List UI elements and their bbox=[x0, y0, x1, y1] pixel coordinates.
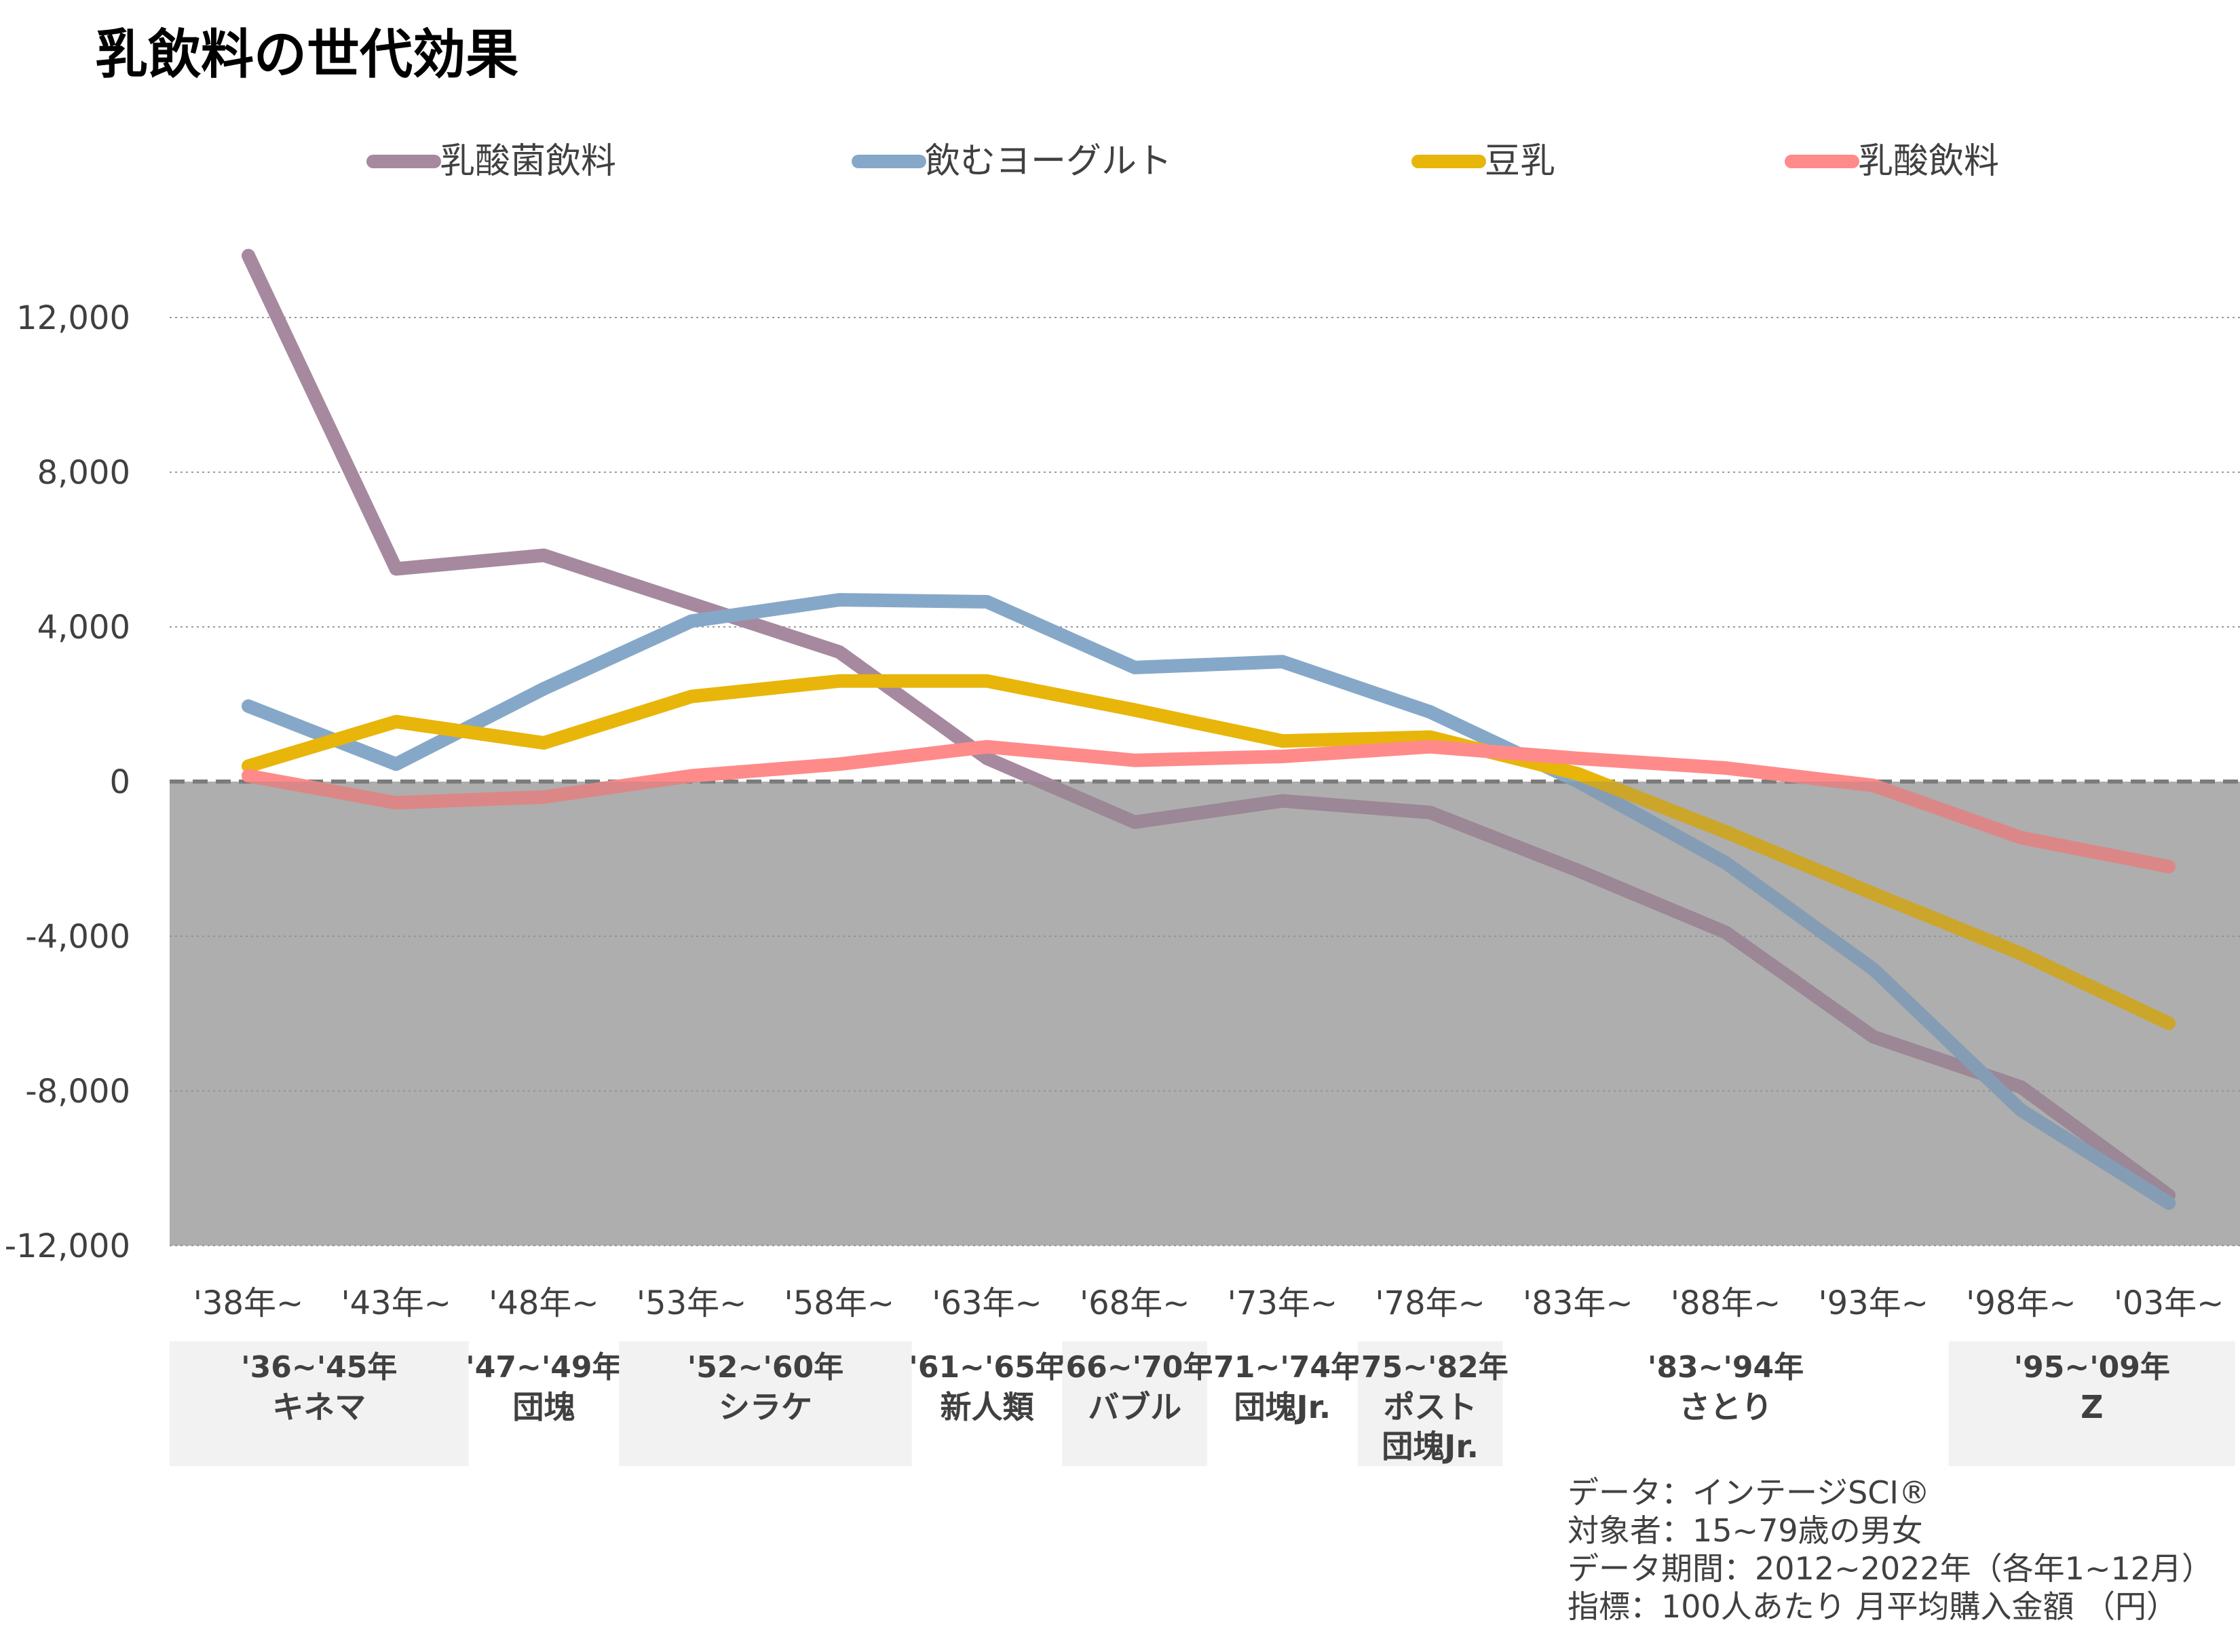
legend-label-1: 乳酸菌飲料 bbox=[440, 141, 616, 182]
generation-band-bg bbox=[1948, 1341, 2235, 1466]
y-tick-label: -4,000 bbox=[25, 918, 130, 956]
generation-name: 団塊Jr. bbox=[1382, 1428, 1479, 1465]
generation-years: '47~'49年 bbox=[466, 1350, 622, 1385]
generation-name: さとり bbox=[1679, 1389, 1772, 1425]
generation-years: '75~'82年 bbox=[1352, 1350, 1508, 1385]
negative-overlay bbox=[170, 782, 2240, 1246]
x-tick-label: '93年~ bbox=[1818, 1284, 1929, 1322]
x-tick-label: '98年~ bbox=[1966, 1284, 2076, 1322]
series-line-1 bbox=[242, 248, 2176, 1202]
generation-years: '71~'74年 bbox=[1204, 1350, 1361, 1385]
y-tick-label: -8,000 bbox=[25, 1073, 130, 1111]
legend-label-2: 飲むヨーグルト bbox=[925, 141, 1172, 182]
series-line-4 bbox=[242, 739, 2176, 874]
generation-years: '66~'70年 bbox=[1057, 1350, 1213, 1385]
x-tick-label: '53年~ bbox=[637, 1284, 747, 1322]
generation-name: 団塊Jr. bbox=[1234, 1389, 1331, 1425]
x-tick-label: '48年~ bbox=[489, 1284, 599, 1322]
series-line-2 bbox=[242, 593, 2176, 1210]
generation-years: '83~'94年 bbox=[1648, 1350, 1804, 1385]
generation-years: '61~'65年 bbox=[909, 1350, 1065, 1385]
generation-name: シラケ bbox=[719, 1389, 812, 1425]
x-tick-label: '68年~ bbox=[1080, 1284, 1190, 1322]
generation-years: '95~'09年 bbox=[2014, 1350, 2170, 1385]
source-notes: データ：インテージSCI® 対象者：15~79歳の男女 データ期間：2012~2… bbox=[1568, 1474, 2213, 1626]
x-tick-label: '03年~ bbox=[2114, 1284, 2224, 1322]
x-tick-label: '78年~ bbox=[1375, 1284, 1485, 1322]
generation-band-bg bbox=[1357, 1341, 1503, 1466]
generation-band-bg bbox=[170, 1341, 469, 1466]
x-tick-label: '38年~ bbox=[193, 1284, 304, 1322]
generation-band-bg bbox=[619, 1341, 912, 1466]
x-tick-label: '63年~ bbox=[932, 1284, 1042, 1322]
note-target: 対象者：15~79歳の男女 bbox=[1568, 1512, 1923, 1549]
x-tick-label: '43年~ bbox=[341, 1284, 451, 1322]
generation-years: '52~'60年 bbox=[687, 1350, 843, 1385]
y-axis: 12,000 8,000 4,000 0 -4,000 -8,000 -12,000 bbox=[5, 299, 130, 1265]
generation-name: Z bbox=[2081, 1389, 2103, 1425]
y-tick-label: 4,000 bbox=[37, 609, 130, 647]
note-period: データ期間：2012~2022年（各年1~12月） bbox=[1568, 1550, 2214, 1587]
x-tick-label: '88年~ bbox=[1671, 1284, 1781, 1322]
generation-years: '36~'45年 bbox=[241, 1350, 397, 1385]
chart-title: 乳飲料の世代効果 bbox=[95, 24, 519, 85]
x-axis: '38年~ '43年~ '48年~ '53年~ '58年~ '63年~ '68年~ '73年~… bbox=[193, 1284, 2224, 1322]
y-tick-label: 8,000 bbox=[37, 454, 130, 492]
legend-label-3: 豆乳 bbox=[1485, 141, 1555, 182]
generation-name: キネマ bbox=[272, 1389, 366, 1425]
generation-band-bg bbox=[1062, 1341, 1208, 1466]
legend: 乳酸菌飲料 飲むヨーグルト 豆乳 乳酸飲料 bbox=[366, 141, 1999, 182]
generation-name: 新人類 bbox=[941, 1389, 1035, 1425]
x-tick-label: '58年~ bbox=[784, 1284, 895, 1322]
negative-area bbox=[170, 782, 2240, 1246]
legend-label-4: 乳酸飲料 bbox=[1858, 141, 1999, 182]
negative-region bbox=[170, 782, 2240, 1246]
y-tick-label: 12,000 bbox=[16, 299, 130, 337]
y-tick-label: 0 bbox=[109, 763, 130, 801]
generation-name: 団塊 bbox=[512, 1389, 575, 1425]
series-lines bbox=[170, 248, 2240, 1246]
note-metric: 指標：100人あたり 月平均購入金額 （円） bbox=[1568, 1588, 2178, 1625]
generation-name: バブル bbox=[1088, 1389, 1181, 1425]
x-tick-label: '83年~ bbox=[1523, 1284, 1633, 1322]
series-line-3 bbox=[242, 674, 2176, 1031]
y-tick-label: -12,000 bbox=[5, 1227, 130, 1265]
x-tick-label: '73年~ bbox=[1228, 1284, 1338, 1322]
generation-name: ポスト bbox=[1384, 1389, 1477, 1425]
note-data-source: データ：インテージSCI® bbox=[1568, 1474, 1930, 1511]
